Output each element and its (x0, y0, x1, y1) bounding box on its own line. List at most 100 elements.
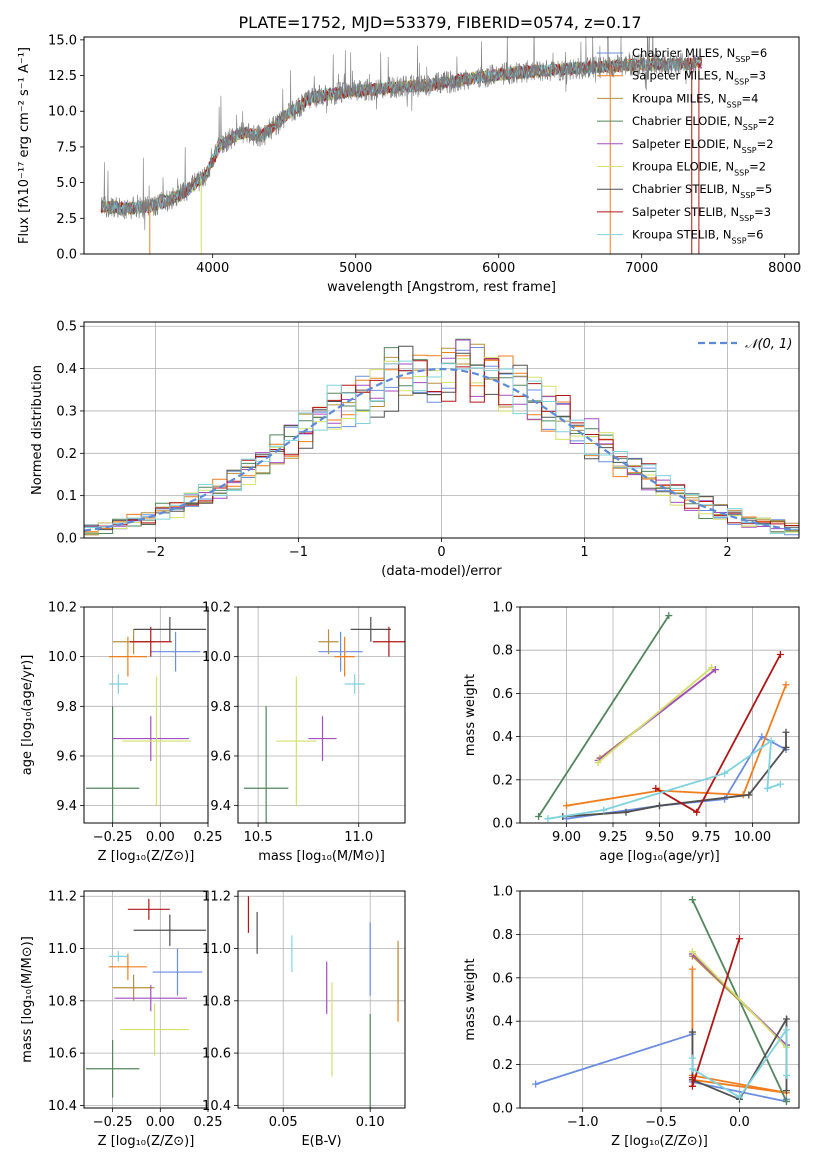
weight-marker (688, 1028, 696, 1036)
panel-age_vs_Z: −0.25 0.00 0.25 9.4 9.6 9.8 10.0 10.2 Z [log₁₀(Z… (20, 601, 222, 865)
panel-residuals: −2 −1 0 1 2 0.0 0.1 0.2 0.3 0.4 0.5 (data-model)/er… (30, 320, 800, 579)
y-tick-label: 0.1 (56, 489, 77, 504)
weight-marker (711, 666, 719, 674)
weight-marker (688, 965, 696, 973)
y-tick-label: 10.0 (48, 650, 77, 665)
x-tick-label: 11.0 (344, 830, 373, 845)
weight-marker (656, 802, 663, 810)
weight-marker (688, 948, 696, 956)
x-tick-label: 0 (437, 545, 445, 560)
legend-label: Kroupa ELODIE, NSSP=2 (632, 160, 766, 178)
y-tick-label: 0.6 (492, 971, 513, 986)
weight-marker (782, 1097, 790, 1105)
y-tick-label: 11.0 (48, 942, 77, 957)
weight-marker (758, 733, 766, 741)
plot-frame (237, 606, 406, 824)
legend-label: Kroupa MILES, NSSP=4 (632, 91, 758, 109)
y-tick-label: 10.4 (202, 1099, 231, 1114)
y-tick-label: 0.0 (56, 532, 77, 547)
y-tick-label: 0.5 (56, 320, 77, 335)
x-tick-label: −1 (289, 545, 308, 560)
residual-histogram (84, 360, 799, 534)
y-tick-label: 10.6 (202, 1047, 231, 1062)
weight-line (537, 615, 670, 817)
x-tick-label: −0.5 (645, 1115, 677, 1130)
y-tick-label: 9.4 (210, 799, 231, 814)
x-tick-label: 9.50 (645, 830, 674, 845)
y-tick-label: 9.8 (56, 700, 77, 715)
legend-label: Chabrier MILES, NSSP=6 (632, 46, 767, 64)
weight-marker (721, 795, 729, 803)
weight-marker (563, 802, 570, 810)
weight-marker (688, 1082, 696, 1090)
plot-frame (519, 890, 800, 1109)
y-tick-label: 0.6 (492, 687, 513, 702)
y-tick-label: 9.6 (56, 749, 77, 764)
weight-marker (535, 813, 543, 821)
weight-marker (688, 1074, 696, 1082)
weight-marker (688, 1065, 696, 1073)
panel-age_vs_mass: 10.5 11.0 9.4 9.6 9.8 10.0 10.2 mass [log₁₀(M/M… (202, 601, 406, 864)
spectrum-lines (100, 37, 703, 254)
x-tick-label: 0.10 (356, 1115, 385, 1130)
y-tick-label: 7.5 (56, 140, 77, 155)
y-tick-label: 11.0 (202, 942, 231, 957)
legend-label: Salpeter ELODIE, NSSP=2 (632, 137, 774, 155)
weight-marker (782, 743, 790, 751)
x-tick-label: 7000 (625, 261, 658, 276)
y-tick-label: 10.0 (48, 105, 77, 120)
y-tick-label: 0.8 (492, 928, 513, 943)
y-tick-label: 0.3 (56, 404, 77, 419)
weight-marker (782, 728, 790, 736)
weight-marker (688, 1054, 696, 1062)
y-tick-label: 9.6 (210, 749, 231, 764)
weight-marker (782, 681, 790, 689)
y-tick-label: 10.8 (202, 994, 231, 1009)
x-tick-label: −1.0 (567, 1115, 599, 1130)
y-axis-label: mass weight (463, 674, 478, 756)
plot-frame (519, 606, 800, 824)
weight-line (566, 735, 787, 820)
x-axis-label: (data-model)/error (381, 564, 502, 579)
weight-marker (782, 1087, 790, 1095)
y-tick-label: 0.4 (56, 362, 77, 377)
weight-marker (693, 808, 701, 816)
y-tick-label: 0.4 (492, 1015, 513, 1030)
x-axis-label: Z [log₁₀(Z/Z⊙)] (98, 849, 195, 864)
weight-marker (763, 784, 771, 792)
x-axis-label: Z [log₁₀(Z/Z⊙)] (611, 1134, 708, 1149)
x-tick-label: 2 (723, 545, 731, 560)
weight-marker (745, 791, 753, 799)
y-tick-label: 2.5 (56, 212, 77, 227)
error-bars (244, 616, 405, 823)
histograms (84, 338, 799, 537)
x-tick-label: 0.25 (194, 1115, 223, 1130)
legend-label: Salpeter STELIB, NSSP=3 (632, 205, 771, 223)
legend-label: Salpeter MILES, NSSP=3 (632, 69, 766, 87)
legend-label: Chabrier ELODIE, NSSP=2 (632, 114, 775, 132)
model-spectrum (100, 57, 703, 215)
y-tick-label: 15.0 (48, 33, 77, 48)
x-tick-label: 6000 (482, 261, 515, 276)
y-tick-label: 10.0 (202, 650, 231, 665)
x-tick-label: 10.5 (244, 830, 273, 845)
y-tick-label: 1.0 (492, 885, 513, 900)
y-tick-label: 0.2 (56, 447, 77, 462)
weight-marker (782, 1026, 790, 1034)
y-axis-label: Flux [fλ10⁻¹⁷ erg cm⁻² s⁻¹ A⁻¹] (17, 47, 32, 244)
weight-marker (735, 1093, 743, 1101)
plot-frame (83, 890, 209, 1109)
legend-label: 𝒩(0, 1) (745, 337, 792, 352)
y-tick-label: 11.2 (202, 890, 231, 905)
x-tick-label: −0.25 (93, 1115, 133, 1130)
normal-reference-curve (84, 367, 797, 532)
x-tick-label: 8000 (768, 261, 801, 276)
weight-marker (544, 815, 552, 823)
spectrum-legend: Chabrier MILES, NSSP=6 Salpeter MILES, NS… (597, 46, 775, 245)
weight-marker (665, 612, 673, 620)
y-tick-label: 0.8 (492, 644, 513, 659)
x-tick-label: 9.00 (552, 830, 581, 845)
weight-line (597, 666, 713, 764)
weight-marker (782, 1015, 790, 1023)
y-tick-label: 9.4 (56, 799, 77, 814)
